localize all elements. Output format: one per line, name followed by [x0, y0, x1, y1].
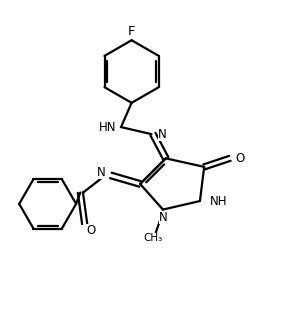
Text: O: O: [235, 152, 245, 165]
Text: NH: NH: [210, 195, 227, 207]
Text: HN: HN: [98, 121, 116, 133]
Text: F: F: [128, 25, 135, 38]
Text: N: N: [158, 128, 166, 141]
Text: N: N: [97, 165, 106, 179]
Text: O: O: [86, 225, 95, 237]
Text: CH₃: CH₃: [143, 233, 162, 243]
Text: N: N: [158, 211, 167, 224]
